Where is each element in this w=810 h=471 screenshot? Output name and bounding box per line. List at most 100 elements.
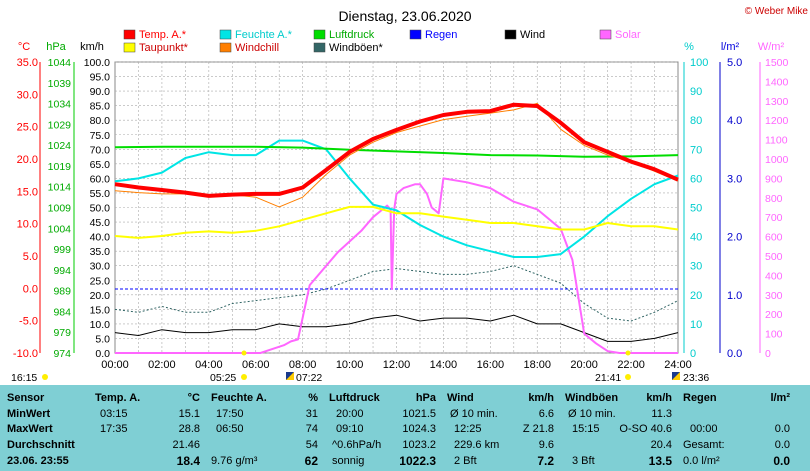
tick-pct: 50: [690, 203, 702, 215]
tick-kmh: 35.0: [90, 246, 111, 258]
boen-title: Windböen: [565, 392, 619, 404]
boen-current-value: 13.5: [648, 454, 672, 468]
tick-hpa: 1039: [48, 78, 72, 90]
tick-kmh: 55.0: [90, 188, 111, 200]
legend: Temp. A.* Feuchte A.* Luftdruck Regen Wind So…: [123, 29, 641, 54]
tick-pct: 100: [690, 57, 708, 69]
tick-rain: 2.0: [727, 232, 742, 244]
tick-kmh: 85.0: [90, 101, 111, 113]
boen-avg10-value: 11.3: [651, 408, 672, 420]
wind-avg10-value: 6.6: [538, 408, 554, 420]
series-feuchtea: [114, 139, 679, 258]
tick-kmh: 5.0: [95, 333, 110, 345]
feuchte-max-time: 06:50: [216, 423, 244, 435]
tick-time: 02:00: [148, 359, 176, 371]
tick-hpa: 979: [53, 327, 71, 339]
tick-kmh: 10.0: [90, 319, 111, 331]
tick-hpa: 1024: [48, 140, 72, 152]
tick-solar: 800: [765, 193, 783, 205]
stats-windboen: Windböen km/h Ø 10 min. 11.3 15:15 O-SO …: [558, 385, 676, 471]
tick-temp: 0.0: [23, 283, 38, 295]
feuchte-avg-value: 54: [305, 439, 318, 451]
temp-min-time: 03:15: [100, 408, 128, 420]
plot-area: [114, 61, 679, 354]
legend-swatch-taupunkt: [123, 42, 136, 53]
unit-solar: W/m²: [758, 41, 785, 53]
tick-kmh: 95.0: [90, 72, 111, 84]
tick-kmh: 45.0: [90, 217, 111, 229]
legend-label-solar: Solar: [615, 29, 641, 41]
regen-title: Regen: [683, 392, 717, 404]
tick-pct: 40: [690, 232, 702, 244]
tick-kmh: 70.0: [90, 144, 111, 156]
sun-time-0: 16:15: [11, 372, 37, 384]
tick-hpa: 1019: [48, 161, 72, 173]
unit-rain: l/m²: [721, 41, 740, 53]
luft-current-value: 1022.3: [399, 454, 436, 468]
tick-kmh: 25.0: [90, 275, 111, 287]
luft-title: Luftdruck: [329, 392, 380, 404]
tick-pct: 0: [690, 348, 696, 360]
tick-pct: 70: [690, 144, 702, 156]
feuchte-current-value: 62: [304, 454, 318, 468]
sun-icon: [241, 374, 247, 380]
label-current: 23.06. 23:55: [7, 455, 69, 467]
legend-swatch-wind: [504, 29, 517, 40]
luft-avg-value: 1023.2: [402, 439, 436, 451]
temp-avg-value: 21.46: [172, 439, 200, 451]
tick-time: 18:00: [523, 359, 551, 371]
regen-current-value: 0.0: [773, 454, 790, 468]
regen-current-label: 0.0 l/m²: [683, 455, 720, 467]
series-tempa: [114, 102, 679, 198]
legend-swatch-regen: [409, 29, 422, 40]
tick-temp: 10.0: [17, 219, 38, 231]
tick-solar: 700: [765, 212, 783, 224]
boen-bft: 3 Bft: [572, 455, 595, 467]
series-luftdruck: [114, 145, 679, 158]
stats-regen: Regen l/m² 00:00 0.0 Gesamt: 0.0 0.0 l/m…: [676, 385, 794, 471]
wind-max-value: Z 21.8: [522, 423, 554, 435]
temp-max-time: 17:35: [100, 423, 128, 435]
moon-icon: [672, 372, 680, 380]
tick-time: 10:00: [336, 359, 364, 371]
tick-time: 04:00: [195, 359, 223, 371]
sun-time-2: 07:22: [296, 372, 322, 384]
legend-label-wind: Wind: [520, 29, 545, 41]
tick-temp: 30.0: [17, 89, 38, 101]
feuchte-min-time: 17:50: [216, 408, 244, 420]
tick-kmh: 60.0: [90, 173, 111, 185]
legend-label-taupunkt: Taupunkt*: [139, 42, 189, 54]
tick-hpa: 1014: [48, 182, 72, 194]
tick-kmh: 0.0: [95, 348, 110, 360]
wind-distance: 229.6 km: [454, 439, 500, 451]
tick-solar: 1300: [765, 96, 789, 108]
tick-kmh: 40.0: [90, 232, 111, 244]
tick-pct: 60: [690, 173, 702, 185]
wind-max-time: 12:25: [454, 423, 482, 435]
tick-time: 20:00: [570, 359, 598, 371]
tick-temp: 5.0: [23, 251, 38, 263]
boen-avg10-label: Ø 10 min.: [568, 408, 616, 420]
tick-solar: 0: [765, 348, 771, 360]
tick-hpa: 989: [53, 286, 71, 298]
tick-kmh: 90.0: [90, 86, 111, 98]
tick-solar: 300: [765, 290, 783, 302]
wind-unit: km/h: [528, 392, 554, 404]
stats-panel: Sensor MinWert MaxWert Durchschnitt 23.0…: [0, 385, 810, 471]
tick-kmh: 100.0: [84, 57, 110, 69]
tick-kmh: 15.0: [90, 304, 111, 316]
sun-time-4: 23:36: [683, 372, 709, 384]
tick-solar: 900: [765, 173, 783, 185]
weather-chart: Dienstag, 23.06.2020 © Weber Mike °C hPa…: [11, 6, 808, 384]
temp-min-value: 15.1: [178, 408, 200, 420]
unit-kmh: km/h: [80, 41, 104, 53]
tick-solar: 600: [765, 232, 783, 244]
series-windben: [114, 265, 679, 322]
regen-time: 00:00: [690, 423, 718, 435]
tick-kmh: 30.0: [90, 261, 111, 273]
tick-hpa: 984: [53, 306, 71, 318]
tick-solar: 1200: [765, 115, 789, 127]
stats-row-labels: Sensor MinWert MaxWert Durchschnitt 23.0…: [0, 385, 88, 471]
legend-label-regen: Regen: [425, 29, 457, 41]
legend-label-luftdruck: Luftdruck: [329, 29, 375, 41]
